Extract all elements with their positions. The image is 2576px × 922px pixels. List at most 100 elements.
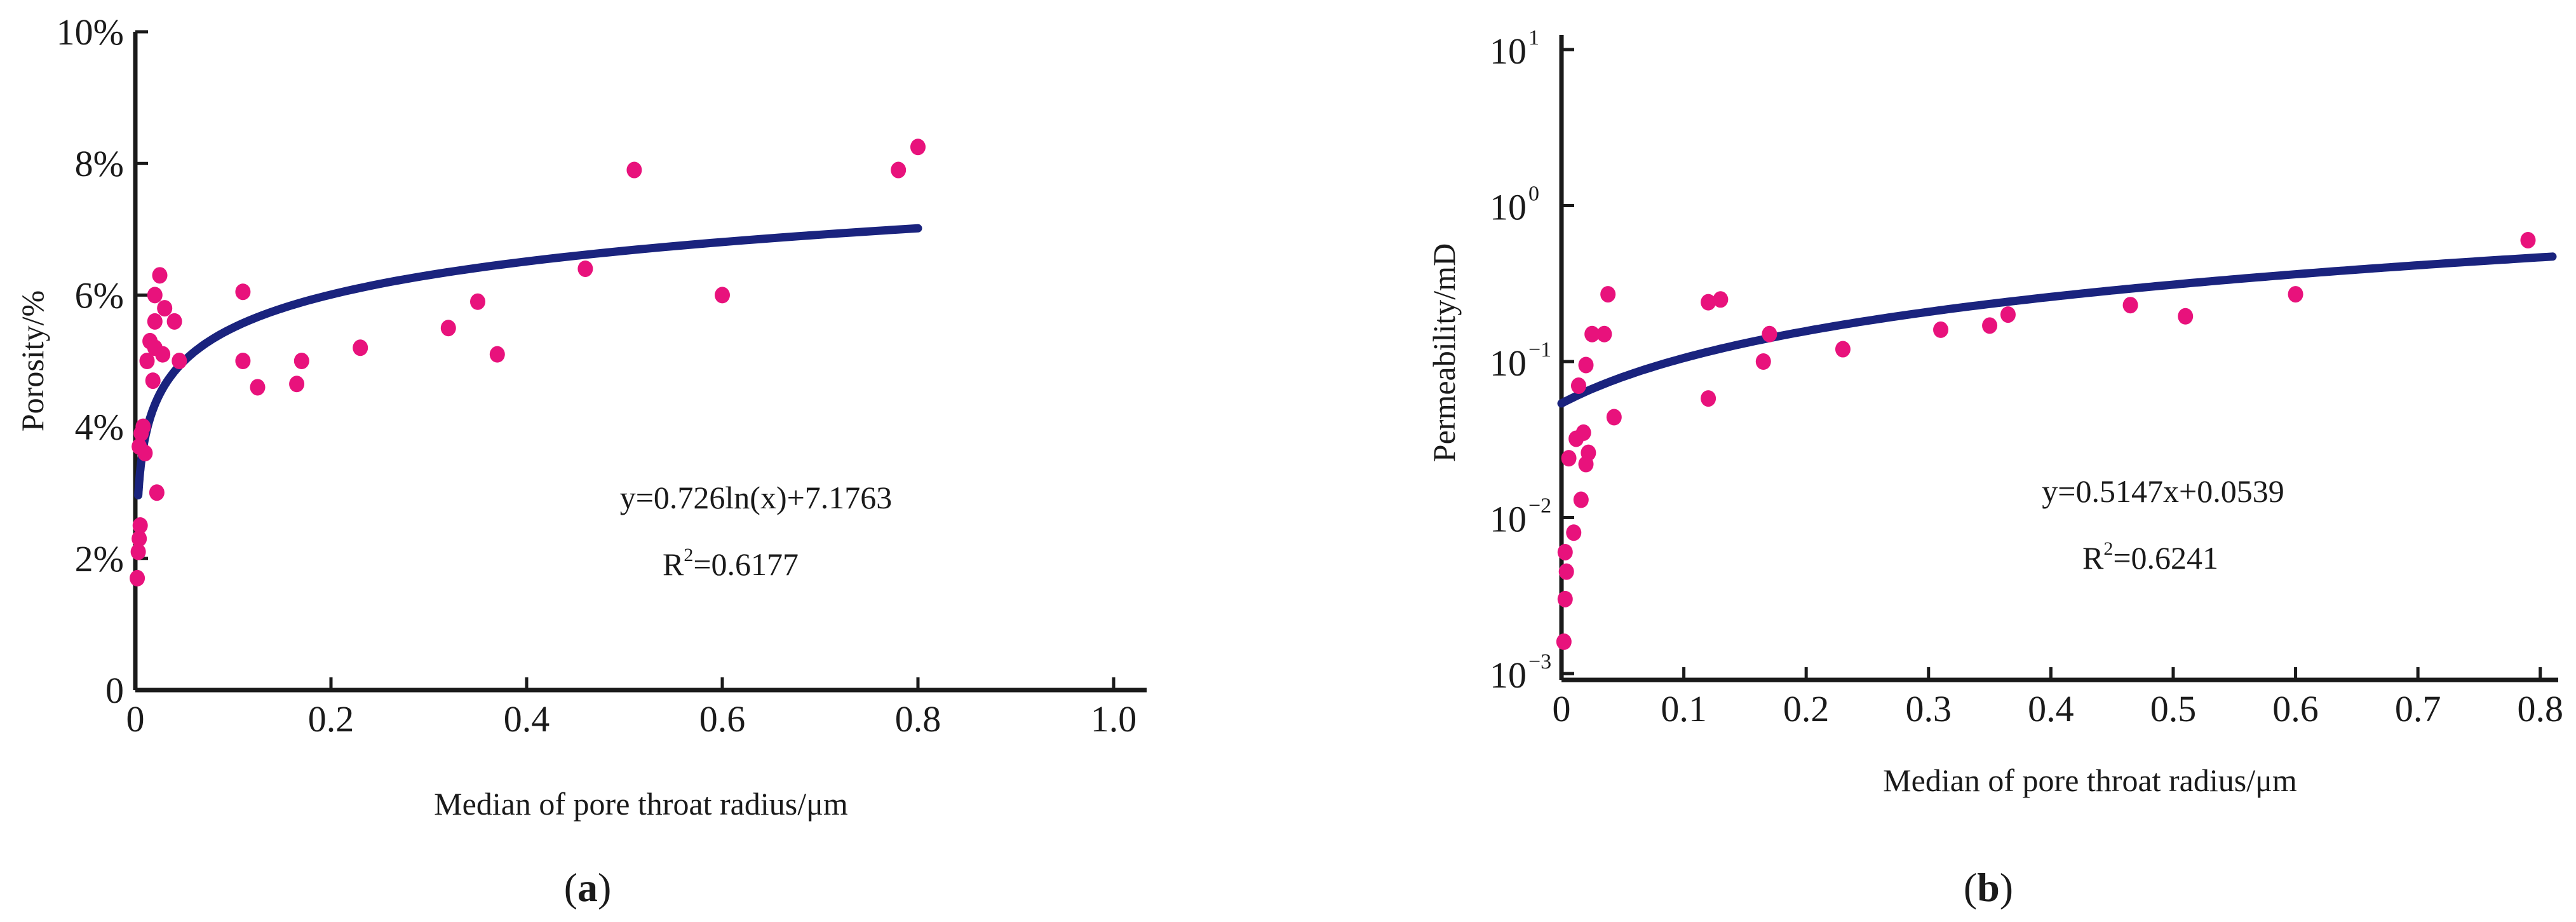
permeability-x-tick-label: 0: [1553, 688, 1571, 729]
panel-label-a-open: (: [564, 865, 577, 910]
porosity-data-point: [147, 313, 163, 330]
porosity-y-tick-label: 0: [105, 670, 124, 711]
permeability-y-tick-label: 10: [1490, 342, 1527, 384]
permeability-data-point: [2122, 297, 2138, 314]
porosity-r2-label: R2=0.6177: [663, 545, 799, 582]
permeability-y-axis-title: Permeability/mD: [1426, 243, 1462, 462]
permeability-data-point: [1596, 325, 1612, 342]
porosity-x-tick-label: 0.8: [895, 698, 941, 740]
permeability-data-points: [1556, 231, 2536, 650]
porosity-data-point: [235, 283, 251, 301]
porosity-data-point: [470, 293, 485, 310]
permeability-x-tick-label: 0.2: [1783, 688, 1830, 729]
permeability-x-axis-ticks: 0 0.1 0.2 0.3 0.4 0.5 0.6 0.7 0.8: [1553, 667, 2563, 729]
porosity-r2-prefix: R: [663, 546, 684, 582]
porosity-y-axis-title: Porosity/%: [15, 290, 50, 431]
permeability-data-point: [2178, 308, 2194, 325]
permeability-y-tick-label: 10: [1490, 31, 1527, 72]
permeability-y-tick-exponent: 0: [1528, 182, 1539, 206]
porosity-x-tick-label: 0.2: [308, 698, 354, 740]
permeability-y-tick-label: 10: [1490, 654, 1527, 696]
porosity-data-point: [489, 346, 505, 363]
porosity-r2-value: =0.6177: [693, 546, 799, 582]
permeability-data-point: [1561, 450, 1577, 467]
porosity-data-points: [130, 139, 926, 586]
porosity-data-point: [715, 287, 730, 304]
porosity-data-point: [131, 530, 147, 547]
porosity-data-point: [250, 379, 266, 396]
permeability-x-tick-label: 0.3: [1906, 688, 1952, 729]
porosity-data-point: [132, 517, 148, 534]
permeability-data-point: [1755, 353, 1771, 370]
porosity-equation-label: y=0.726ln(x)+7.1763: [620, 480, 893, 515]
permeability-data-point: [2000, 306, 2016, 323]
porosity-y-tick-label: 2%: [75, 538, 124, 580]
permeability-equation-label: y=0.5147x+0.0539: [2042, 473, 2284, 509]
porosity-data-point: [440, 320, 456, 337]
permeability-data-point: [1557, 590, 1573, 607]
permeability-data-point: [1566, 524, 1582, 541]
porosity-data-point: [166, 313, 182, 330]
porosity-data-point: [172, 353, 187, 369]
permeability-y-tick-base: 10: [1490, 342, 1527, 384]
permeability-y-tick-exponent: −2: [1528, 494, 1551, 518]
porosity-data-point: [130, 543, 146, 560]
permeability-r2-value: =0.6241: [2113, 540, 2218, 576]
porosity-y-tick-label: 6%: [75, 275, 124, 316]
porosity-x-axis-title: Median of pore throat radius/μm: [434, 786, 848, 822]
permeability-x-tick-label: 0.8: [2517, 688, 2563, 729]
porosity-data-point: [353, 339, 368, 356]
permeability-x-tick-label: 0.4: [2028, 688, 2074, 729]
porosity-x-tick-label: 0: [126, 698, 145, 740]
permeability-data-point: [1584, 325, 1600, 342]
permeability-data-point: [1835, 341, 1851, 358]
permeability-data-point: [1933, 321, 1949, 338]
permeability-x-tick-label: 0.5: [2150, 688, 2197, 729]
porosity-data-point: [145, 372, 161, 390]
porosity-y-tick-label: 8%: [75, 143, 124, 184]
porosity-data-point: [289, 376, 305, 393]
porosity-y-axis-ticks: 0 2% 4% 6% 8% 10%: [57, 11, 148, 711]
porosity-data-point: [152, 267, 168, 284]
permeability-data-point: [1600, 286, 1616, 303]
permeability-y-tick-base: 10: [1490, 31, 1527, 72]
permeability-data-point: [1578, 356, 1594, 374]
porosity-data-point: [155, 346, 171, 363]
porosity-data-point: [135, 418, 151, 435]
porosity-data-point: [891, 161, 907, 179]
porosity-data-point: [293, 353, 309, 369]
panel-label-a-letter: a: [577, 865, 598, 910]
porosity-data-point: [139, 353, 155, 369]
permeability-data-point: [1701, 390, 1716, 407]
permeability-x-axis-title: Median of pore throat radius/μm: [1883, 763, 2297, 798]
porosity-x-axis-ticks: 0 0.2 0.4 0.6 0.8 1.0: [126, 677, 1137, 740]
porosity-y-tick-label: 4%: [75, 407, 124, 448]
porosity-r2-sup: 2: [684, 545, 693, 566]
permeability-data-point: [1713, 291, 1729, 308]
permeability-data-point: [1762, 325, 1777, 342]
permeability-x-tick-label: 0.1: [1661, 688, 1707, 729]
porosity-fit-curve: [134, 224, 922, 499]
porosity-data-point: [235, 353, 251, 369]
panel-label-b-letter: b: [1977, 865, 2000, 910]
permeability-data-point: [1701, 294, 1716, 311]
chart-porosity: 0 2% 4% 6% 8% 10% 0 0.2 0.4 0.6 0.8 1.0 Porosity/%…: [15, 11, 1147, 910]
permeability-y-tick-label: 10: [1490, 187, 1527, 228]
porosity-data-point: [626, 161, 642, 179]
panel-label-b-open: (: [1964, 865, 1977, 910]
permeability-data-point: [1606, 409, 1622, 426]
porosity-x-tick-label: 1.0: [1091, 698, 1137, 740]
permeability-data-point: [2288, 286, 2303, 303]
porosity-data-point: [157, 300, 173, 317]
permeability-data-point: [1556, 633, 1572, 650]
porosity-x-tick-label: 0.6: [699, 698, 746, 740]
permeability-data-point: [2520, 231, 2536, 248]
panel-label-a-close: ): [598, 865, 611, 910]
permeability-y-tick-base: 10: [1490, 187, 1527, 228]
panel-label-b-close: ): [2000, 865, 2013, 910]
porosity-data-point: [577, 260, 593, 277]
permeability-y-tick-base: 10: [1490, 654, 1527, 696]
porosity-y-tick-label: 10%: [57, 11, 124, 53]
